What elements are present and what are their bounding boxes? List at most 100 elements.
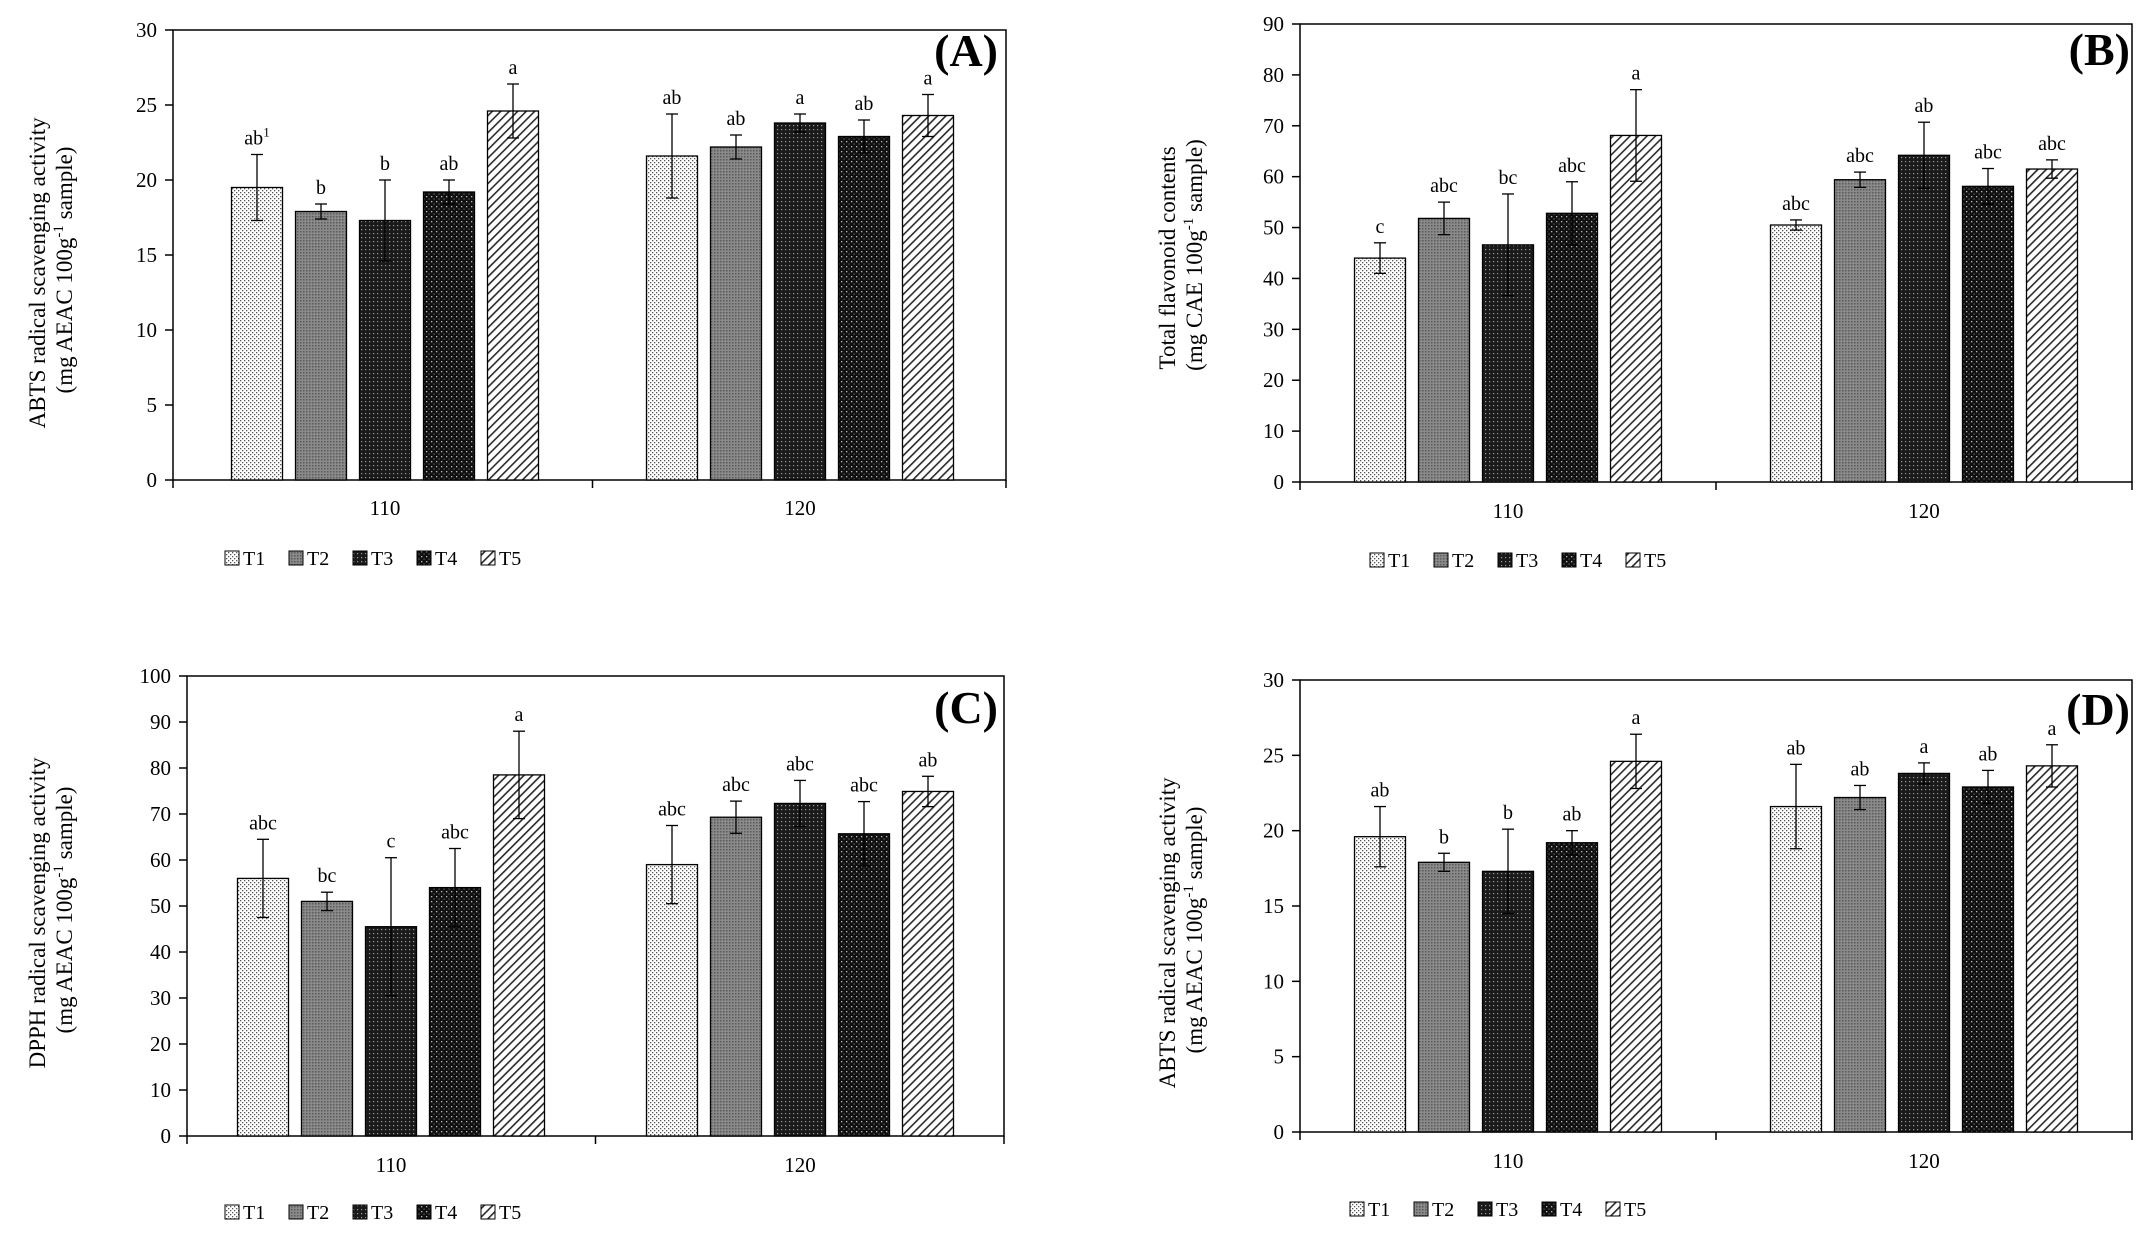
significance-letter: ab bbox=[663, 87, 682, 109]
panel-a: (A) ABTS radical scavenging activity (mg… bbox=[25, 18, 1007, 570]
y-axis-label: DPPH radical scavenging activity (mg AEA… bbox=[25, 752, 77, 1069]
legend-label: T3 bbox=[371, 548, 393, 570]
x-tick-label: 110 bbox=[376, 1153, 407, 1177]
footnote-superscript: 1 bbox=[263, 125, 270, 140]
y-tick-label: 5 bbox=[1274, 1045, 1285, 1069]
significance-letter: c bbox=[1376, 216, 1385, 238]
y-axis-label-sup: -1 bbox=[1181, 885, 1197, 898]
legend-swatch bbox=[288, 1204, 304, 1220]
bar bbox=[486, 110, 540, 481]
bar bbox=[1769, 224, 1823, 483]
y-tick-label: 20 bbox=[150, 1032, 171, 1056]
legend-label: T1 bbox=[1388, 550, 1410, 572]
y-axis-label-tail: sample) bbox=[52, 147, 77, 226]
significance-letter: abc bbox=[1558, 155, 1586, 177]
legend-swatch bbox=[1561, 552, 1577, 568]
legend-swatch bbox=[1625, 552, 1641, 568]
significance-letter: b bbox=[1503, 802, 1513, 824]
y-tick-label: 50 bbox=[150, 894, 171, 918]
significance-letter: abc bbox=[1782, 193, 1810, 215]
y-axis-label: ABTS radical scavenging activity (mg AEA… bbox=[1155, 772, 1207, 1089]
legend-swatch bbox=[1477, 1201, 1493, 1217]
legend-swatch bbox=[224, 550, 240, 566]
y-tick-label: 50 bbox=[1263, 216, 1284, 240]
y-tick-label: 30 bbox=[1263, 668, 1284, 692]
y-axis-label: Total flavonoid contents (mg CAE 100g-1 … bbox=[1155, 139, 1207, 371]
significance-letter: a bbox=[2048, 718, 2057, 740]
y-tick-label: 70 bbox=[1263, 114, 1284, 138]
y-tick-label: 25 bbox=[136, 93, 157, 117]
legend-label: T4 bbox=[1560, 1199, 1582, 1221]
legend-swatch bbox=[288, 550, 304, 566]
significance-letter: ab bbox=[1851, 758, 1870, 780]
bar bbox=[1961, 185, 2015, 483]
significance-letter: a bbox=[1920, 736, 1929, 758]
legend-swatch bbox=[1413, 1201, 1429, 1217]
significance-letter: bc bbox=[318, 865, 337, 887]
x-tick-label: 120 bbox=[784, 496, 816, 520]
legend-swatch bbox=[416, 550, 432, 566]
legend-label: T2 bbox=[1452, 550, 1474, 572]
significance-letter: bc bbox=[1499, 167, 1518, 189]
significance-letter: abc bbox=[441, 822, 469, 844]
panel-label: (A) bbox=[934, 25, 998, 76]
x-tick-label: 110 bbox=[370, 496, 401, 520]
significance-letter: ab bbox=[1787, 737, 1806, 759]
bar bbox=[1609, 134, 1663, 483]
legend-label: T5 bbox=[499, 1202, 521, 1224]
x-tick-label: 120 bbox=[784, 1153, 816, 1177]
significance-letter: a bbox=[515, 704, 524, 726]
legend-label: T3 bbox=[371, 1202, 393, 1224]
significance-letter: b bbox=[1439, 826, 1449, 848]
significance-letter: b bbox=[316, 177, 326, 199]
bar bbox=[837, 833, 891, 1137]
bar bbox=[1417, 217, 1471, 483]
significance-letter: ab1 bbox=[244, 125, 269, 150]
y-tick-label: 30 bbox=[136, 18, 157, 42]
bar bbox=[709, 146, 763, 481]
legend-swatch bbox=[352, 1204, 368, 1220]
significance-letter: abc bbox=[850, 775, 878, 797]
y-tick-label: 0 bbox=[1274, 470, 1285, 494]
legend-label: T2 bbox=[307, 1202, 329, 1224]
legend-label: T4 bbox=[435, 1202, 457, 1224]
y-tick-label: 15 bbox=[1263, 894, 1284, 918]
bar bbox=[1545, 212, 1599, 483]
legend-swatch bbox=[416, 1204, 432, 1220]
significance-letter: ab bbox=[1979, 743, 1998, 765]
y-tick-label: 70 bbox=[150, 802, 171, 826]
legend-swatch bbox=[480, 1204, 496, 1220]
significance-letter: abc bbox=[722, 774, 750, 796]
legend-label: T2 bbox=[1432, 1199, 1454, 1221]
bar bbox=[1417, 861, 1471, 1133]
y-tick-label: 10 bbox=[1263, 969, 1284, 993]
legend-swatch bbox=[224, 1204, 240, 1220]
legend-label: T1 bbox=[1368, 1199, 1390, 1221]
legend-label: T1 bbox=[243, 548, 265, 570]
bar bbox=[773, 802, 827, 1137]
legend-swatch bbox=[1369, 552, 1385, 568]
bar bbox=[1353, 257, 1407, 483]
y-axis-label: ABTS radical scavenging activity (mg AEA… bbox=[25, 112, 77, 429]
y-tick-label: 60 bbox=[1263, 165, 1284, 189]
bar bbox=[1897, 154, 1951, 483]
bar bbox=[837, 135, 891, 481]
legend-label: T4 bbox=[435, 548, 457, 570]
legend-swatch bbox=[1349, 1201, 1365, 1217]
legend-swatch bbox=[480, 550, 496, 566]
bar bbox=[1609, 760, 1663, 1133]
y-axis-label-line2: (mg AEAC 100g bbox=[52, 877, 77, 1033]
bar bbox=[358, 219, 412, 481]
y-tick-label: 10 bbox=[1263, 419, 1284, 443]
bar bbox=[1481, 870, 1535, 1133]
y-tick-label: 80 bbox=[1263, 63, 1284, 87]
y-tick-label: 15 bbox=[136, 243, 157, 267]
y-tick-label: 0 bbox=[1274, 1120, 1285, 1144]
significance-letter: a bbox=[1632, 707, 1641, 729]
significance-letter: abc bbox=[1430, 175, 1458, 197]
significance-letter: ab bbox=[1371, 780, 1390, 802]
legend-label: T3 bbox=[1516, 550, 1538, 572]
bar bbox=[709, 816, 763, 1137]
legend-label: T1 bbox=[243, 1202, 265, 1224]
bar bbox=[645, 863, 699, 1137]
